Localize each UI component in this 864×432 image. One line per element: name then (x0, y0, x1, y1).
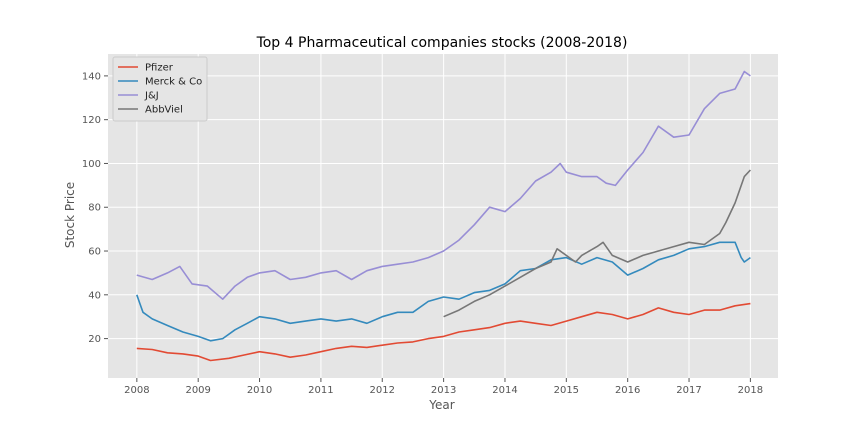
y-axis-ticks: 20 40 60 80 100 120 140 (82, 71, 108, 345)
y-tick-label: 80 (88, 203, 101, 214)
x-tick-label: 2014 (492, 385, 517, 396)
y-tick-label: 40 (88, 290, 101, 301)
y-axis-label: Stock Price (63, 182, 77, 248)
x-tick-label: 2008 (124, 385, 149, 396)
x-tick-label: 2015 (554, 385, 579, 396)
x-tick-label: 2009 (185, 385, 210, 396)
series-line-abbviel (443, 169, 751, 318)
series-line-j-j (136, 70, 751, 301)
chart-title: Top 4 Pharmaceutical companies stocks (2… (256, 35, 628, 51)
legend-box (112, 56, 208, 122)
x-tick-label: 2010 (247, 385, 272, 396)
legend-label: J&J (144, 91, 159, 102)
x-axis-ticks: 2008 2009 2010 2011 2012 2013 2014 2015 2016 2017… (124, 378, 763, 396)
x-tick-label: 2017 (676, 385, 701, 396)
x-tick-label: 2013 (431, 385, 456, 396)
series-line-merck-co (136, 241, 751, 342)
series-layer (136, 70, 751, 362)
series-line-pfizer (136, 302, 751, 362)
y-tick-label: 120 (82, 115, 101, 126)
y-tick-label: 100 (82, 159, 101, 170)
y-tick-label: 20 (88, 334, 101, 345)
legend-label: Pfizer (145, 63, 174, 74)
y-tick-label: 60 (88, 247, 101, 258)
legend-label: Merck & Co (145, 77, 202, 88)
x-tick-label: 2018 (738, 385, 763, 396)
plot-area (108, 54, 778, 378)
x-tick-label: 2011 (308, 385, 333, 396)
x-axis-label: Year (428, 398, 454, 412)
x-tick-label: 2016 (615, 385, 640, 396)
legend: Pfizer Merck & Co J&J AbbViel (112, 56, 208, 122)
y-tick-label: 140 (82, 71, 101, 82)
x-tick-label: 2012 (370, 385, 395, 396)
legend-label: AbbViel (145, 105, 183, 116)
